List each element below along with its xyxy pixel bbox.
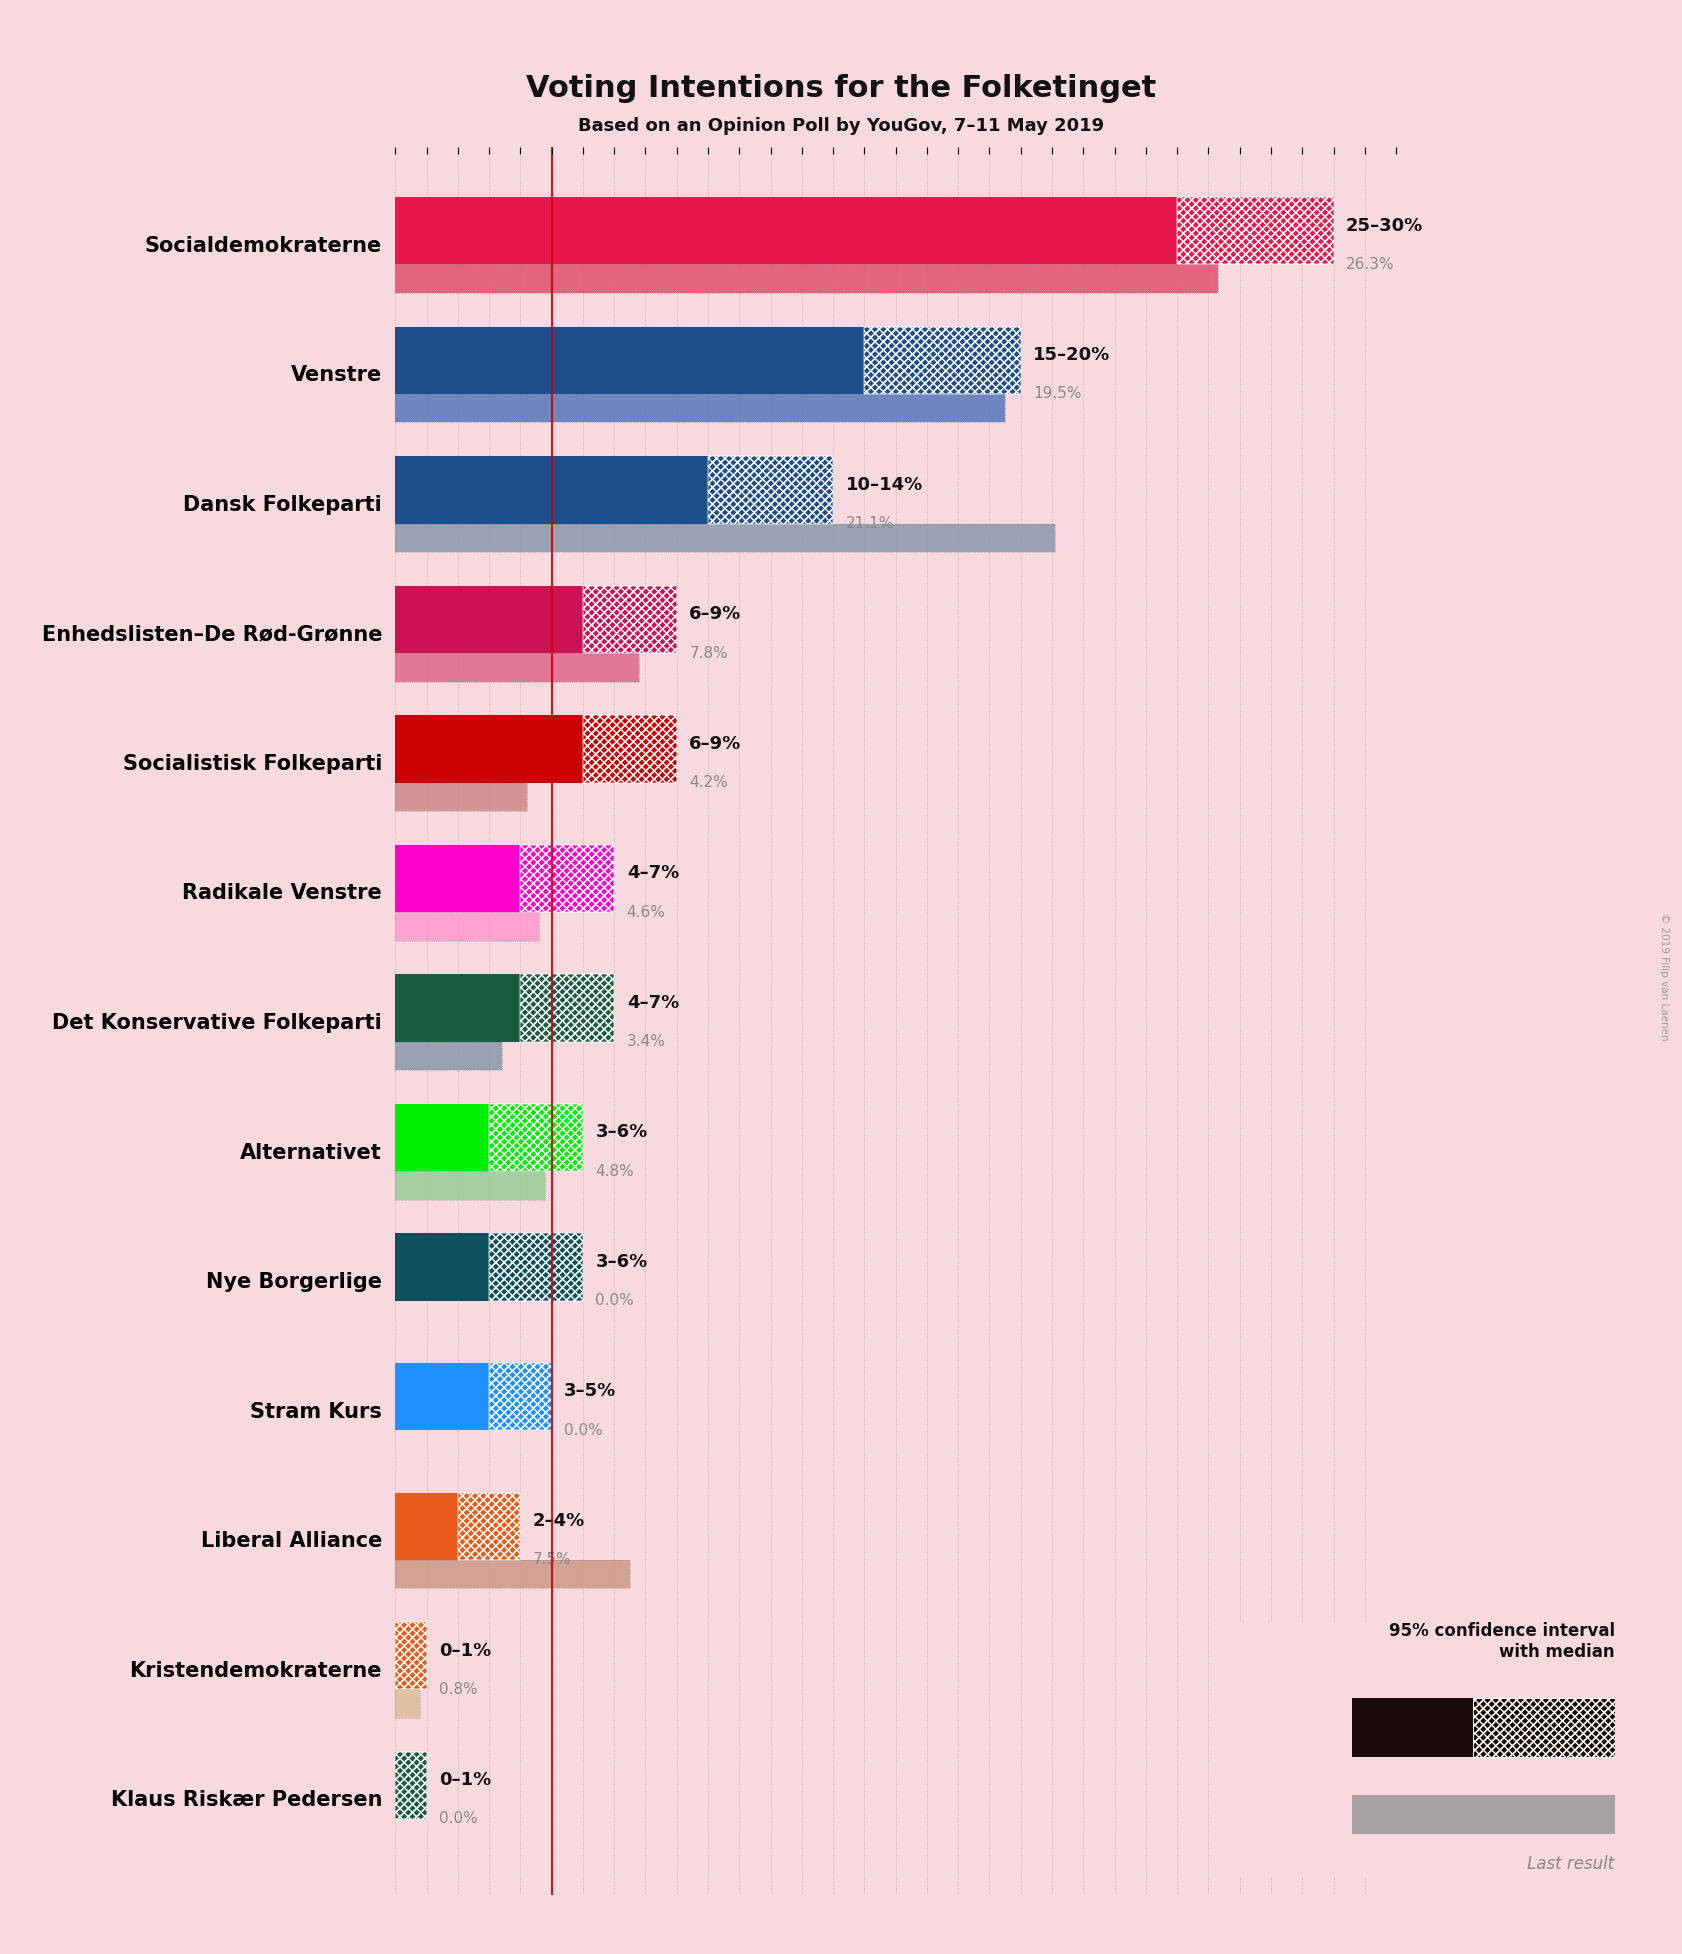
Text: 15–20%: 15–20% (1033, 346, 1110, 363)
Bar (1177, 197, 1334, 264)
Text: 4.2%: 4.2% (690, 776, 728, 789)
Bar (395, 524, 1055, 553)
Bar (395, 395, 1006, 422)
Text: 3.4%: 3.4% (627, 1034, 666, 1049)
Text: 4.8%: 4.8% (595, 1165, 634, 1178)
Text: 0.8%: 0.8% (439, 1682, 478, 1696)
Bar (395, 975, 520, 1041)
Bar (489, 1104, 584, 1170)
Text: 7.8%: 7.8% (690, 645, 728, 660)
Text: 0.0%: 0.0% (595, 1294, 634, 1309)
Bar (395, 844, 520, 913)
Bar (489, 1233, 584, 1301)
Text: 4.6%: 4.6% (627, 905, 666, 920)
Bar (1352, 1698, 1473, 1757)
Bar (458, 1493, 520, 1559)
Bar (489, 1104, 584, 1170)
Text: 3–5%: 3–5% (563, 1383, 616, 1401)
Bar (1177, 197, 1334, 264)
Bar (395, 1559, 629, 1589)
Text: 0.0%: 0.0% (439, 1811, 478, 1827)
Text: 0–1%: 0–1% (439, 1641, 491, 1659)
Bar (395, 1690, 420, 1718)
Bar (395, 1622, 427, 1690)
Bar (395, 653, 639, 682)
Text: Based on an Opinion Poll by YouGov, 7–11 May 2019: Based on an Opinion Poll by YouGov, 7–11… (579, 117, 1103, 135)
Bar (489, 1233, 584, 1301)
Bar (395, 197, 1177, 264)
Bar (458, 1493, 520, 1559)
Bar (395, 784, 526, 811)
Text: © 2019 Filip van Laenen: © 2019 Filip van Laenen (1658, 913, 1669, 1041)
Bar (395, 1751, 427, 1819)
Bar (395, 326, 865, 395)
Bar (865, 326, 1021, 395)
Bar (395, 455, 708, 524)
Bar (395, 715, 584, 784)
Bar (520, 844, 614, 913)
Bar (395, 913, 540, 940)
Bar (395, 653, 639, 682)
Bar (395, 913, 540, 940)
Text: 3–6%: 3–6% (595, 1124, 648, 1141)
Bar (395, 264, 1218, 293)
Bar (395, 1170, 545, 1200)
Text: 4–7%: 4–7% (627, 864, 680, 883)
Bar (489, 1364, 552, 1430)
Bar (395, 1170, 545, 1200)
Bar (395, 395, 1006, 422)
Text: 19.5%: 19.5% (1033, 387, 1082, 401)
Text: 6–9%: 6–9% (690, 606, 742, 623)
Text: Last result: Last result (1527, 1854, 1615, 1872)
Bar (395, 1041, 501, 1071)
Bar (395, 1041, 501, 1071)
Bar (395, 1493, 458, 1559)
Bar (520, 975, 614, 1041)
Text: 0.0%: 0.0% (563, 1423, 602, 1438)
Bar (1352, 1796, 1615, 1833)
Bar (584, 715, 676, 784)
Bar (708, 455, 833, 524)
Text: 10–14%: 10–14% (846, 475, 923, 494)
Bar (395, 1559, 629, 1589)
Text: 21.1%: 21.1% (846, 516, 895, 531)
Bar (1473, 1698, 1615, 1757)
Bar (395, 1233, 489, 1301)
Text: 6–9%: 6–9% (690, 735, 742, 752)
Bar (395, 784, 526, 811)
Bar (395, 1622, 427, 1690)
Bar (489, 1364, 552, 1430)
Text: 7.5%: 7.5% (533, 1551, 572, 1567)
Bar (395, 1690, 420, 1718)
Bar (395, 1751, 427, 1819)
Bar (395, 1364, 489, 1430)
Bar (395, 264, 1218, 293)
Bar (520, 844, 614, 913)
Bar (395, 1104, 489, 1170)
Text: 2–4%: 2–4% (533, 1512, 585, 1530)
Bar (584, 586, 676, 653)
Bar (865, 326, 1021, 395)
Bar (584, 586, 676, 653)
Text: 95% confidence interval
with median: 95% confidence interval with median (1389, 1622, 1615, 1661)
Bar (395, 586, 584, 653)
Bar (395, 524, 1055, 553)
Bar (584, 715, 676, 784)
Text: Voting Intentions for the Folketinget: Voting Intentions for the Folketinget (526, 74, 1156, 104)
Text: 25–30%: 25–30% (1346, 217, 1423, 234)
Text: 4–7%: 4–7% (627, 995, 680, 1012)
Text: 3–6%: 3–6% (595, 1253, 648, 1270)
Bar (1473, 1698, 1615, 1757)
Text: 0–1%: 0–1% (439, 1770, 491, 1790)
Bar (708, 455, 833, 524)
Bar (520, 975, 614, 1041)
Text: 26.3%: 26.3% (1346, 256, 1394, 272)
